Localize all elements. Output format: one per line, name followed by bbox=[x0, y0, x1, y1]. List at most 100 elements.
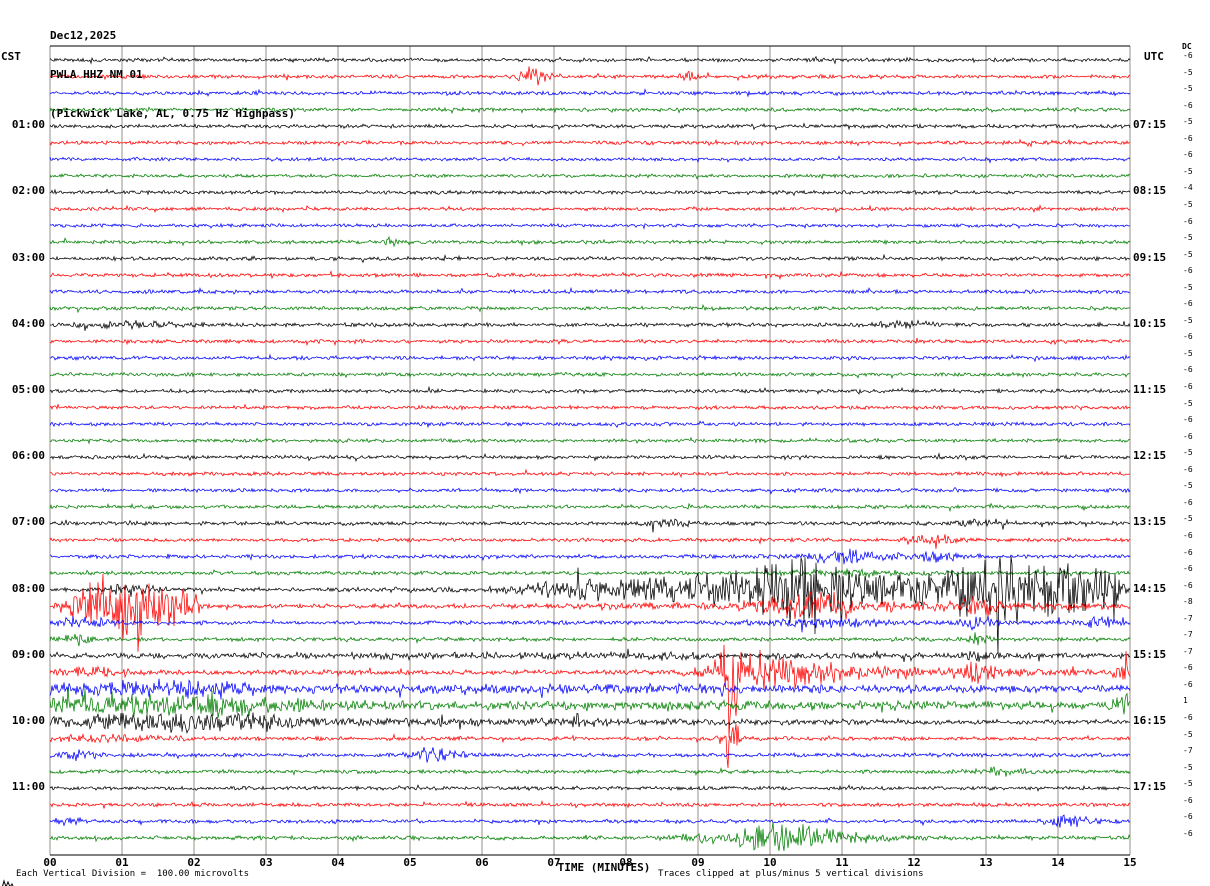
seismogram-trace-row-31 bbox=[49, 568, 1131, 578]
cst-axis-header: CST bbox=[1, 50, 21, 63]
utc-hour-label: 08:15 bbox=[1133, 184, 1167, 198]
seismogram-trace-row-36 bbox=[49, 648, 1131, 662]
x-axis-tick-label: 01 bbox=[115, 856, 129, 869]
dc-offset-value: -6 bbox=[1183, 100, 1193, 110]
seismogram-trace-row-38 bbox=[49, 678, 1131, 700]
dc-offset-value: -6 bbox=[1183, 332, 1193, 342]
dc-offset-value: -5 bbox=[1183, 166, 1193, 176]
x-axis-tick-label: 12 bbox=[907, 856, 921, 869]
seismogram-trace-row-21 bbox=[49, 403, 1131, 412]
dc-offset-value: -5 bbox=[1183, 779, 1193, 789]
dc-offset-value: -5 bbox=[1183, 348, 1193, 358]
seismogram-trace-row-5 bbox=[49, 138, 1131, 148]
seismogram-trace-row-33 bbox=[49, 573, 1131, 652]
dc-axis-header: DC bbox=[1182, 42, 1192, 51]
dc-offset-value: -7 bbox=[1183, 746, 1193, 756]
seismogram-trace-row-8 bbox=[49, 188, 1131, 197]
dc-offset-value: -6 bbox=[1183, 431, 1193, 441]
dc-offset-value: -6 bbox=[1183, 564, 1193, 574]
x-axis-tick-label: 14 bbox=[1051, 856, 1065, 869]
seismogram-trace-row-0 bbox=[49, 55, 1131, 65]
seismogram-trace-row-14 bbox=[49, 286, 1131, 296]
x-axis-tick-label: 00 bbox=[43, 856, 57, 869]
seismogram-trace-row-4 bbox=[49, 122, 1131, 131]
seismogram-trace-row-20 bbox=[49, 385, 1131, 395]
date-label: Dec12,2025 bbox=[50, 29, 117, 42]
dc-offset-value: -5 bbox=[1183, 249, 1193, 259]
dc-offset-value: -5 bbox=[1183, 233, 1193, 243]
seismogram-trace-row-3 bbox=[49, 106, 1131, 115]
seismogram-trace-row-40 bbox=[49, 712, 1131, 734]
seismogram-trace-row-12 bbox=[49, 253, 1131, 264]
cst-hour-label: 04:00 bbox=[11, 316, 45, 330]
x-axis-tick-label: 03 bbox=[259, 856, 273, 869]
dc-offset-value: -6 bbox=[1183, 679, 1193, 689]
seismogram-trace-row-26 bbox=[49, 486, 1131, 495]
utc-hour-label: 16:15 bbox=[1133, 714, 1167, 727]
dc-offset-value: -6 bbox=[1183, 547, 1193, 557]
dc-offset-value: -6 bbox=[1183, 663, 1193, 673]
dc-offset-value: -7 bbox=[1183, 646, 1193, 656]
dc-offset-value: -6 bbox=[1183, 150, 1193, 160]
title-block: Dec12,2025 PWLA HHZ NM 01 (Pickwick Lake… bbox=[50, 3, 295, 146]
seismogram-trace-row-27 bbox=[49, 502, 1131, 513]
dc-offset-value: -5 bbox=[1183, 729, 1193, 739]
clipping-note: Traces clipped at plus/minus 5 vertical … bbox=[658, 869, 924, 879]
seismogram-trace-row-7 bbox=[49, 173, 1131, 180]
seismogram-trace-row-35 bbox=[49, 632, 1131, 647]
seismogram-trace-row-46 bbox=[49, 814, 1131, 828]
vertical-division-note: Each Vertical Division = 100.00 microvol… bbox=[16, 869, 249, 879]
seismogram-trace-row-15 bbox=[49, 303, 1131, 314]
dc-offset-value: -5 bbox=[1183, 514, 1193, 524]
seismogram-trace-row-24 bbox=[49, 452, 1131, 462]
station-label: PWLA HHZ NM 01 bbox=[50, 68, 143, 81]
seismogram-trace-row-34 bbox=[49, 615, 1131, 633]
dc-offset-value: -6 bbox=[1183, 580, 1193, 590]
seismogram-trace-row-1 bbox=[49, 66, 1131, 86]
x-axis-tick-label: 10 bbox=[763, 856, 777, 869]
dc-offset-value: -6 bbox=[1183, 415, 1193, 425]
dc-offset-value: -6 bbox=[1183, 133, 1193, 143]
seismogram-trace-row-32 bbox=[49, 556, 1131, 654]
dc-offset-value: -6 bbox=[1183, 365, 1193, 375]
dc-offset-value: -6 bbox=[1183, 713, 1193, 722]
seismogram-trace-row-41 bbox=[49, 723, 1131, 769]
utc-hour-label: 11:15 bbox=[1133, 383, 1167, 396]
seismogram-trace-row-28 bbox=[49, 518, 1131, 533]
dc-offset-value: -6 bbox=[1183, 812, 1193, 822]
dc-offset-value: -5 bbox=[1183, 762, 1193, 772]
dc-offset-value: -5 bbox=[1183, 481, 1193, 491]
utc-axis-header: UTC bbox=[1144, 50, 1164, 63]
microvolt-scale-icon bbox=[2, 874, 14, 886]
dc-offset-value: -8 bbox=[1183, 597, 1193, 607]
seismogram-trace-row-17 bbox=[49, 337, 1131, 347]
dc-offset-value: -7 bbox=[1183, 630, 1193, 640]
x-axis-tick-label: 04 bbox=[331, 856, 345, 869]
seismogram-trace-row-42 bbox=[49, 747, 1131, 763]
dc-offset-value: -6 bbox=[1183, 828, 1193, 838]
utc-hour-label: 07:15 bbox=[1133, 118, 1167, 132]
seismogram-trace-row-39 bbox=[49, 687, 1131, 718]
dc-offset-value: -5 bbox=[1183, 117, 1193, 127]
dc-offset-value: -6 bbox=[1183, 497, 1193, 507]
dc-offset-value: -6 bbox=[1183, 464, 1193, 474]
seismogram-trace-row-16 bbox=[49, 319, 1131, 331]
dc-offset-value: -5 bbox=[1183, 398, 1193, 408]
dc-offset-value: -5 bbox=[1183, 315, 1193, 325]
x-axis-tick-label: 07 bbox=[547, 856, 561, 869]
seismogram-trace-row-19 bbox=[49, 371, 1131, 379]
dc-offset-value: -6 bbox=[1183, 51, 1193, 60]
cst-hour-label: 11:00 bbox=[11, 780, 45, 794]
utc-hour-label: 10:15 bbox=[1133, 316, 1167, 330]
dc-offset-value: -5 bbox=[1183, 282, 1193, 292]
dc-offset-value: -5 bbox=[1183, 84, 1193, 94]
seismogram-trace-row-13 bbox=[49, 270, 1131, 281]
dc-offset-value: -5 bbox=[1183, 67, 1193, 77]
x-axis-tick-label: 15 bbox=[1123, 856, 1137, 869]
x-axis-tick-label: 05 bbox=[403, 856, 417, 869]
seismogram-trace-row-25 bbox=[49, 468, 1131, 479]
seismogram-trace-row-2 bbox=[49, 88, 1131, 98]
seismogram-trace-row-23 bbox=[49, 436, 1131, 445]
